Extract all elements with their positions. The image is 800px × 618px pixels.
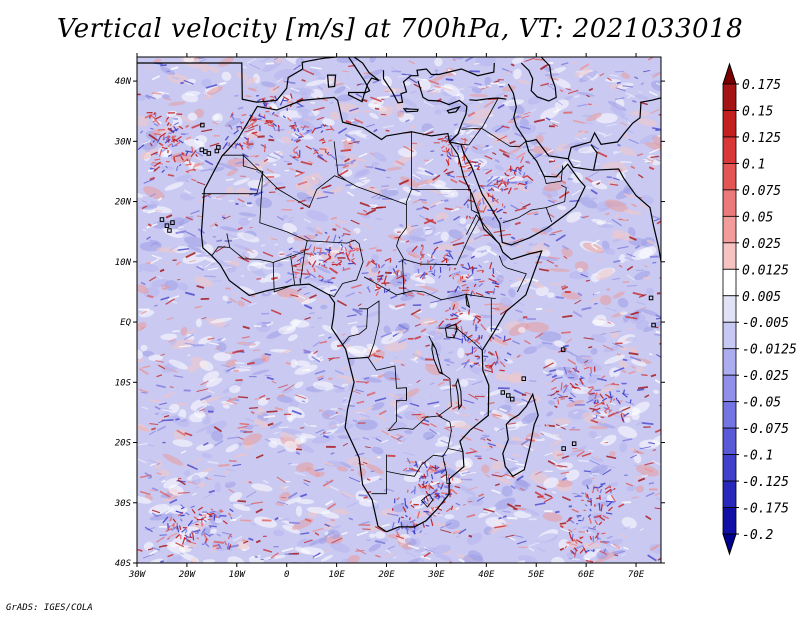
lon-tick-label: 0: [284, 570, 289, 580]
lon-tick-label: 20W: [179, 570, 197, 580]
lat-tick-label: 20N: [115, 198, 132, 208]
colorbar-swatch: [722, 242, 737, 270]
colorbar-swatch: [722, 136, 737, 164]
colorbar-swatch: [722, 215, 737, 244]
lat-tick-label: EQ: [120, 318, 131, 328]
lon-tick-label: 30E: [427, 570, 445, 580]
lon-tick-label: 60E: [578, 570, 595, 580]
colorbar-label: 0.175: [742, 78, 781, 93]
lat-tick-label: 40S: [115, 559, 132, 569]
lat-tick-label: 20S: [115, 439, 132, 449]
colorbar-swatch: [722, 401, 737, 429]
colorbar-swatch: [722, 83, 737, 111]
colorbar-label: -0.075: [742, 422, 789, 437]
y-axis-ticks: 40N 30N 20N 10N EQ 10S 20S 30S 40S: [114, 77, 665, 569]
colorbar-label: 0.15: [742, 104, 773, 119]
lon-tick-label: 10W: [229, 570, 247, 580]
colorbar-label: -0.2: [742, 528, 773, 543]
lon-tick-label: 50E: [528, 570, 545, 580]
lat-tick-label: 40N: [115, 77, 132, 87]
lon-tick-label: 70E: [628, 570, 645, 580]
lon-tick-label: 10E: [328, 570, 345, 580]
colorbar: 0.175 0.15 0.125 0.1 0.075 0.05 0.025 0.0125 0.0…: [722, 62, 797, 556]
colorbar-bottom-arrow: [722, 533, 737, 556]
colorbar-swatch: [722, 268, 737, 297]
colorbar-label: -0.05: [742, 396, 781, 411]
colorbar-swatch: [722, 480, 737, 508]
field-panel: [136, 56, 662, 564]
lat-tick-label: 30N: [114, 137, 132, 147]
lon-tick-label: 40E: [478, 570, 495, 580]
colorbar-label: -0.025: [742, 369, 789, 384]
colorbar-swatch: [722, 507, 737, 535]
colorbar-label: 0.05: [742, 210, 773, 225]
colorbar-label: -0.125: [742, 475, 789, 490]
colorbar-label: 0.005: [742, 290, 781, 305]
colorbar-label: -0.0125: [742, 343, 797, 358]
colorbar-label: 0.0125: [742, 263, 789, 278]
colorbar-label: 0.025: [742, 237, 781, 252]
map-title: Vertical velocity [m/s] at 700hPa, VT: 2…: [56, 14, 744, 44]
lat-tick-label: 10S: [115, 378, 132, 388]
lat-tick-label: 10N: [115, 258, 132, 268]
x-axis-ticks: 30W 20W 10W 0 10E 20E 30E 40E 50E 60E 70E: [128, 53, 645, 580]
lat-tick-label: 30S: [114, 499, 132, 509]
colorbar-label: -0.1: [742, 449, 773, 464]
colorbar-swatch: [722, 189, 737, 217]
colorbar-label: 0.1: [742, 157, 765, 172]
colorbar-top-arrow: [722, 62, 737, 85]
colorbar-swatch: [722, 295, 737, 323]
footer-credit: GrADS: IGES/COLA: [6, 603, 93, 613]
colorbar-swatch: [722, 348, 737, 376]
colorbar-swatch: [722, 454, 737, 482]
lon-tick-label: 20E: [378, 570, 395, 580]
lon-tick-label: 30W: [128, 570, 147, 580]
colorbar-swatch: [722, 163, 737, 191]
colorbar-label: 0.125: [742, 131, 781, 146]
colorbar-label: 0.075: [742, 184, 781, 199]
colorbar-label: -0.175: [742, 502, 789, 517]
colorbar-swatch: [722, 321, 737, 350]
colorbar-label: -0.005: [742, 316, 789, 331]
colorbar-swatch: [722, 110, 737, 138]
colorbar-swatch: [722, 374, 737, 403]
colorbar-swatch: [722, 427, 737, 455]
